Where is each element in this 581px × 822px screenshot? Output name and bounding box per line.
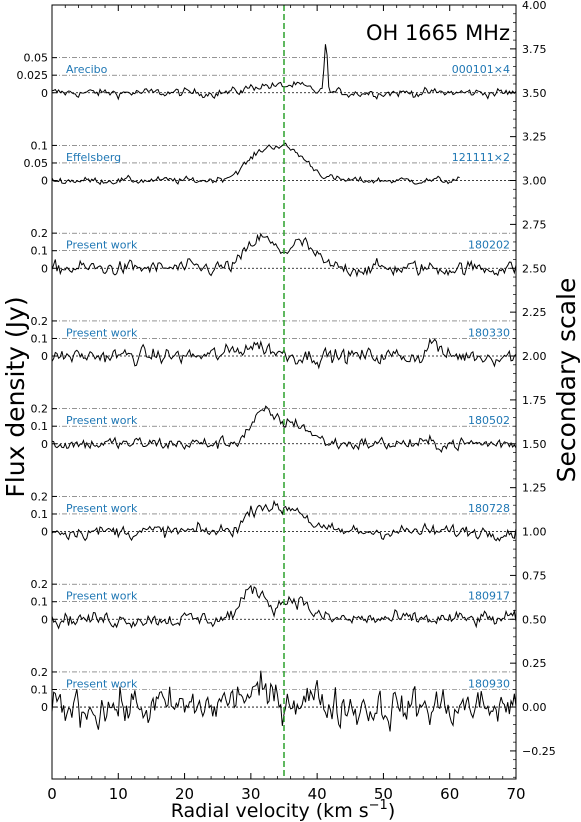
y2-tick-label: 3.75 [522, 43, 547, 56]
series-name: Present work [66, 502, 138, 515]
x-axis-label-sup: −1 [369, 798, 388, 813]
panel-tick-label: 0 [41, 526, 48, 539]
y2-tick-label: 3.50 [522, 87, 547, 100]
y2-tick-label: 3.00 [522, 175, 547, 188]
panel-tick-label: 0.2 [31, 403, 49, 416]
panel-tick-label: 0.1 [31, 508, 49, 521]
spectrum-trace [51, 405, 517, 454]
panel-tick-label: 0 [41, 350, 48, 363]
panel-tick-label: 0 [41, 87, 48, 100]
panel-tick-label: 0.2 [31, 578, 49, 591]
series-name: Effelsberg [66, 151, 121, 164]
panel-tick-label: 0.2 [31, 315, 49, 328]
panel-tick-label: 0.2 [31, 227, 49, 240]
y2-tick-label: 0.00 [522, 701, 547, 714]
panel-tick-label: 0.1 [31, 420, 49, 433]
series-name: Present work [66, 326, 138, 339]
series-tag: 180202 [468, 239, 510, 252]
series-tag: 180502 [468, 414, 510, 427]
series-name: Present work [66, 677, 138, 690]
panel-tick-label: 0.025 [17, 69, 49, 82]
x-tick-label: 60 [440, 785, 459, 803]
x-axis-label-main: Radial velocity (km s [171, 800, 369, 822]
panel-tick-label: 0.2 [31, 490, 49, 503]
panel-tick-label: 0.2 [31, 666, 49, 679]
y-axis-label: Flux density (Jy) [1, 296, 30, 497]
series-tag: 180917 [468, 590, 510, 603]
y2-tick-label: 2.25 [522, 306, 547, 319]
series-tag: 180330 [468, 326, 510, 339]
series-name: Present work [66, 239, 138, 252]
x-axis: 0 10 20 30 40 50 60 70 [47, 5, 526, 803]
y2-tick-label: 1.50 [522, 438, 547, 451]
y2-tick-label: −0.25 [522, 745, 556, 758]
series-tag: 121111×2 [452, 151, 510, 164]
panel-tick-label: 0.1 [31, 332, 49, 345]
series-name: Present work [66, 590, 138, 603]
series-tag: 180728 [468, 502, 510, 515]
y2-tick-label: 2.50 [522, 262, 547, 275]
panel-tick-labels: 0 0.025 0.05 0 0.05 0.1 0 0.1 0.2 0 0.1 0.2 0 0.1 0.2 0… [17, 52, 57, 714]
panel-tick-label: 0 [41, 701, 48, 714]
plot-frame [51, 4, 517, 780]
x-tick-label: 10 [109, 785, 128, 803]
series-tag: 000101×4 [452, 63, 510, 76]
x-tick-label: 70 [506, 785, 525, 803]
panel-tick-label: 0 [41, 262, 48, 275]
panel-tick-label: 0 [41, 438, 48, 451]
secondary-y-axis: −0.25 0.00 0.25 0.50 0.75 1.00 1.25 1.50 1.75 2.0… [510, 0, 556, 778]
y2-tick-label: 3.25 [522, 131, 547, 144]
panel-tick-label: 0.1 [31, 245, 49, 258]
chart-title: OH 1665 MHz [366, 21, 510, 45]
panel-tick-label: 0.05 [24, 52, 49, 65]
y2-tick-label: 1.00 [522, 526, 547, 539]
panel-tick-label: 0.05 [24, 157, 49, 170]
panel-tick-label: 0 [41, 175, 48, 188]
series-name: Arecibo [66, 63, 108, 76]
x-tick-label: 30 [241, 785, 260, 803]
spectrum-trace [51, 499, 517, 542]
y2-tick-label: 1.25 [522, 482, 547, 495]
series-tag: 180930 [468, 677, 510, 690]
y2-tick-label: 0.75 [522, 569, 547, 582]
panel-tick-label: 0.1 [31, 139, 49, 152]
panel-tick-label: 0.1 [31, 596, 49, 609]
y2-tick-label: 2.75 [522, 218, 547, 231]
x-axis-label-end: ) [388, 800, 395, 822]
spectrum-trace [51, 142, 460, 186]
y2-tick-label: 1.75 [522, 394, 547, 407]
x-axis-label: Radial velocity (km s−1) [171, 798, 395, 822]
y2-tick-label: 0.25 [522, 657, 547, 670]
spectrum-trace [51, 670, 517, 732]
panel-tick-label: 0 [41, 613, 48, 626]
panel-labels: Arecibo 000101×4 Effelsberg 121111×2 Present… [66, 63, 510, 690]
secondary-axis-label: Secondary scale [552, 278, 581, 483]
y2-tick-label: 0.50 [522, 613, 547, 626]
x-tick-label: 50 [374, 785, 393, 803]
x-tick-label: 0 [47, 785, 57, 803]
panel-tick-label: 0.1 [31, 683, 49, 696]
y2-tick-label: 2.00 [522, 350, 547, 363]
series-name: Present work [66, 414, 138, 427]
x-tick-label: 20 [175, 785, 194, 803]
y2-tick-label: 4.00 [522, 0, 547, 12]
x-tick-label: 40 [308, 785, 327, 803]
